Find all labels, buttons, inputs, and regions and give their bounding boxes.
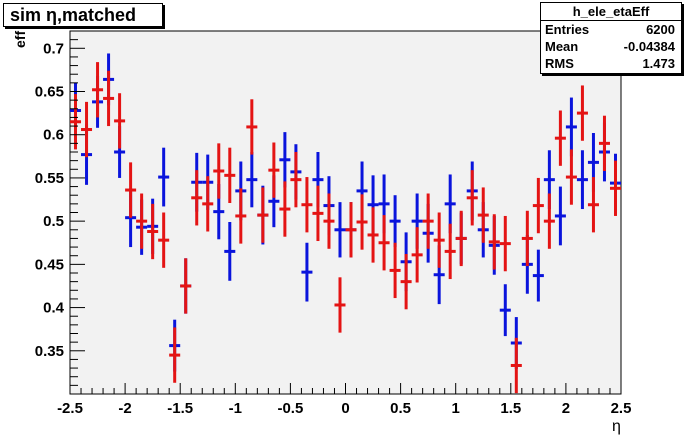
stats-row-mean: Mean -0.04384 bbox=[541, 38, 681, 55]
stats-value: -0.04384 bbox=[623, 39, 675, 54]
data-point bbox=[290, 152, 302, 208]
data-point bbox=[81, 101, 93, 158]
data-point bbox=[565, 149, 577, 205]
y-axis-title: eff bbox=[12, 30, 28, 48]
x-axis-title: η bbox=[612, 418, 621, 435]
stats-row-rms: RMS 1.473 bbox=[541, 55, 681, 72]
data-point bbox=[554, 186, 566, 246]
data-point bbox=[103, 70, 115, 127]
data-point bbox=[565, 97, 577, 157]
data-point bbox=[444, 223, 456, 280]
data-point bbox=[257, 187, 269, 243]
x-tick-label: -1 bbox=[229, 400, 242, 417]
x-tick-label: 2.5 bbox=[611, 400, 632, 417]
stats-row-entries: Entries 6200 bbox=[541, 21, 681, 38]
data-point bbox=[488, 214, 500, 270]
data-point bbox=[400, 253, 412, 310]
data-point bbox=[70, 94, 82, 150]
data-point bbox=[345, 202, 357, 258]
data-point bbox=[389, 242, 401, 299]
data-point bbox=[279, 132, 291, 188]
y-tick-label: 0.65 bbox=[35, 84, 64, 101]
stats-box: h_ele_etaEff Entries 6200 Mean -0.04384 … bbox=[540, 2, 682, 74]
data-point bbox=[466, 170, 478, 226]
x-tick-label: -0.5 bbox=[277, 400, 303, 417]
data-point bbox=[279, 181, 291, 237]
data-point bbox=[411, 227, 423, 283]
stats-label: RMS bbox=[545, 56, 574, 71]
y-tick-label: 0.35 bbox=[35, 343, 64, 360]
data-point bbox=[301, 177, 313, 233]
x-tick-label: -2 bbox=[118, 400, 131, 417]
data-point bbox=[301, 242, 313, 302]
data-point bbox=[147, 203, 159, 260]
data-point bbox=[521, 210, 533, 267]
data-point bbox=[444, 174, 456, 234]
data-point bbox=[455, 210, 467, 267]
data-point bbox=[356, 194, 368, 250]
stats-label: Entries bbox=[545, 22, 590, 37]
data-point bbox=[224, 222, 236, 281]
x-tick-label: 0 bbox=[341, 400, 349, 417]
x-tick-label: -2.5 bbox=[57, 400, 83, 417]
x-tick-label: 1 bbox=[452, 400, 460, 417]
data-point bbox=[532, 249, 544, 302]
data-point bbox=[576, 150, 588, 210]
y-tick-label: 0.45 bbox=[35, 256, 64, 273]
data-point bbox=[158, 212, 170, 268]
data-point bbox=[587, 177, 599, 233]
data-point bbox=[510, 337, 522, 394]
data-point bbox=[367, 207, 379, 263]
data-point bbox=[477, 187, 489, 243]
data-point bbox=[576, 85, 588, 141]
data-point bbox=[180, 258, 192, 314]
data-point bbox=[312, 185, 324, 242]
stats-name: h_ele_etaEff bbox=[541, 3, 681, 21]
data-point bbox=[202, 176, 214, 232]
data-point bbox=[169, 327, 181, 383]
plot-frame bbox=[69, 30, 622, 395]
stats-label: Mean bbox=[545, 39, 579, 54]
x-tick-label: 2 bbox=[562, 400, 570, 417]
data-point bbox=[543, 193, 555, 249]
data-point bbox=[224, 147, 236, 203]
y-tick-label: 0.4 bbox=[43, 300, 65, 317]
y-tick-label: 0.5 bbox=[43, 213, 64, 230]
data-point bbox=[389, 195, 401, 248]
data-point bbox=[499, 215, 511, 272]
data-point bbox=[246, 152, 258, 208]
data-point bbox=[433, 212, 445, 268]
data-point bbox=[92, 62, 104, 118]
data-point bbox=[114, 93, 126, 149]
x-tick-label: -1.5 bbox=[167, 400, 193, 417]
data-point bbox=[554, 110, 566, 166]
data-point bbox=[598, 115, 610, 172]
y-tick-label: 0.55 bbox=[35, 170, 64, 187]
data-point bbox=[323, 193, 335, 249]
data-point bbox=[158, 147, 170, 207]
data-point bbox=[213, 143, 225, 199]
y-tick-label: 0.7 bbox=[43, 40, 64, 57]
data-point bbox=[125, 162, 137, 218]
data-point bbox=[136, 193, 148, 249]
stats-value: 6200 bbox=[646, 22, 675, 37]
data-point bbox=[609, 160, 621, 216]
data-point bbox=[268, 142, 280, 198]
x-tick-label: 1.5 bbox=[500, 400, 521, 417]
data-point bbox=[235, 188, 247, 244]
stats-value: 1.473 bbox=[642, 56, 675, 71]
data-point bbox=[422, 193, 434, 249]
histogram-title: sim η,matched bbox=[3, 3, 163, 27]
data-point bbox=[334, 202, 346, 258]
series-1 bbox=[70, 62, 621, 394]
x-tick-label: 0.5 bbox=[390, 400, 411, 417]
data-point bbox=[334, 277, 346, 333]
data-point bbox=[246, 99, 258, 155]
data-point bbox=[499, 284, 511, 337]
data-point bbox=[378, 215, 390, 271]
data-point bbox=[532, 177, 544, 234]
data-point bbox=[191, 170, 203, 226]
y-tick-label: 0.6 bbox=[43, 127, 64, 144]
